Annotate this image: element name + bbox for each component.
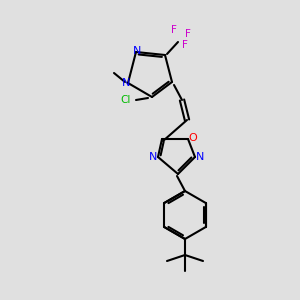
Text: N: N: [122, 78, 130, 88]
Text: F: F: [171, 25, 177, 35]
Text: Cl: Cl: [121, 95, 131, 105]
Text: N: N: [196, 152, 204, 162]
Text: N: N: [133, 46, 141, 56]
Text: F: F: [185, 29, 191, 39]
Text: O: O: [189, 133, 197, 143]
Text: F: F: [182, 40, 188, 50]
Text: N: N: [149, 152, 157, 162]
